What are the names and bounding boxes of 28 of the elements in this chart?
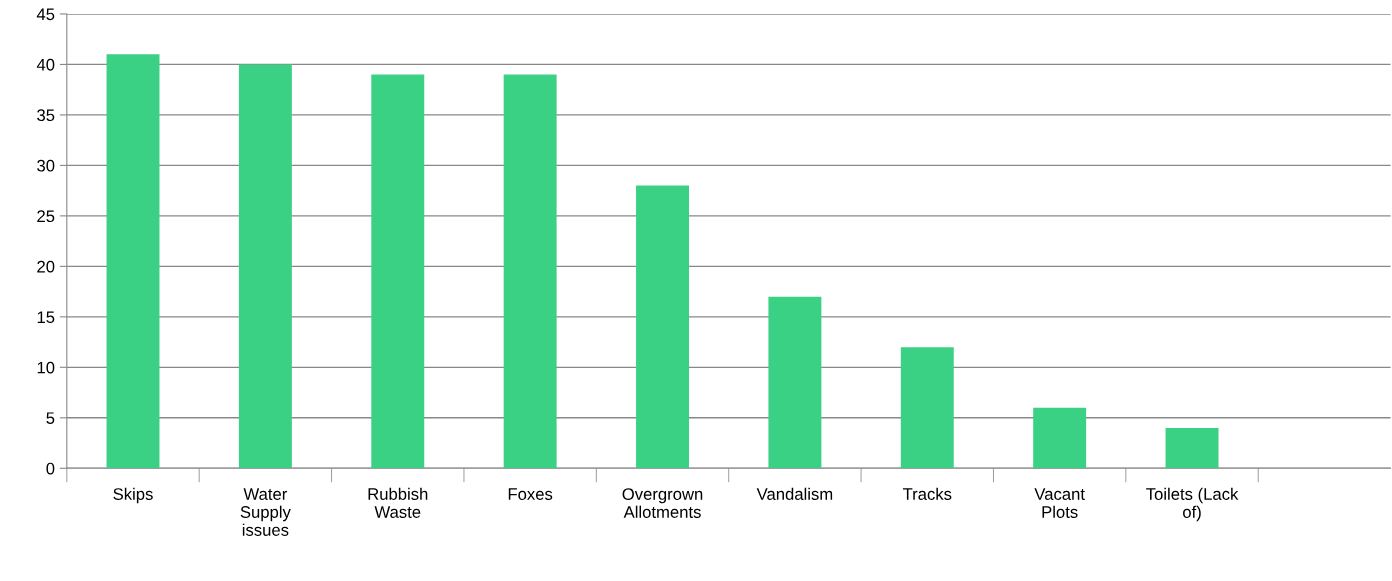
x-tick-label: Vacant Plots: [1034, 488, 1085, 518]
y-tick-label: 0: [46, 462, 55, 475]
y-tick-label: 15: [37, 311, 55, 324]
y-tick-label: 35: [37, 109, 55, 122]
x-tick-label: Tracks: [902, 487, 952, 500]
x-tick-label: Skips: [113, 487, 153, 504]
y-tick-label: 25: [37, 210, 55, 223]
bar: [1165, 427, 1219, 469]
x-tick-label: Foxes: [508, 488, 553, 500]
y-tick-label: 30: [37, 159, 55, 172]
y-tick-label: 20: [37, 260, 55, 273]
bar: [371, 74, 425, 469]
x-tick-label: Water Supply issues: [240, 488, 291, 536]
x-tick-label: Vandalism: [756, 487, 833, 500]
bar: [106, 54, 160, 469]
bar: [768, 296, 822, 469]
x-tick-label: Overgrown Allotments: [622, 488, 703, 518]
bar: [503, 74, 557, 469]
bar: [636, 185, 689, 469]
bar: [238, 64, 292, 469]
x-tick-label: Rubbish Waste: [368, 487, 428, 518]
bar: [1033, 407, 1087, 469]
x-tick-label: Toilets (Lack of): [1146, 487, 1239, 522]
y-tick-label: 40: [36, 58, 55, 71]
y-tick-label: 10: [37, 361, 55, 374]
y-tick-label: 5: [46, 412, 55, 425]
y-tick-label: 45: [36, 8, 55, 21]
bar: [900, 347, 954, 469]
